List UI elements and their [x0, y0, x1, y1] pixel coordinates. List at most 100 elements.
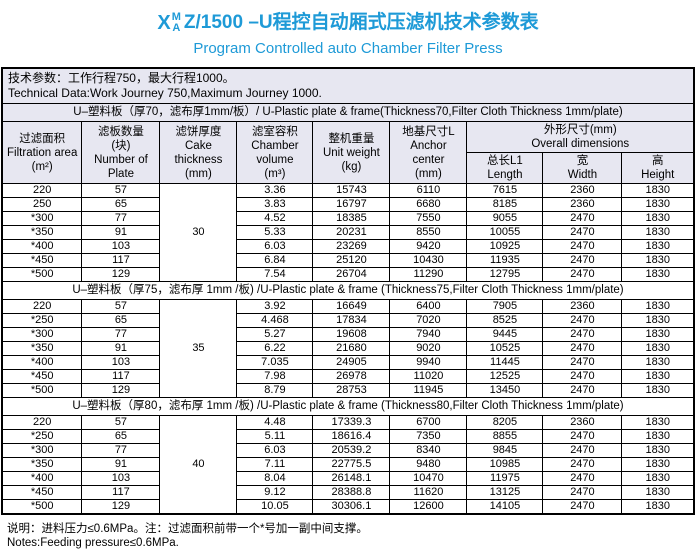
- cake-thickness-cell: 30: [159, 183, 238, 282]
- cell: 8.04: [236, 471, 314, 486]
- cell: 10925: [466, 239, 544, 254]
- table-row: *250 65 5.11 18616.4 7350 8855 2470 1830: [1, 429, 695, 444]
- cell: 7.54: [236, 267, 314, 282]
- col-header-width: 宽 Width: [542, 152, 623, 184]
- cell: 17834: [312, 313, 391, 328]
- cell: 9845: [466, 443, 544, 458]
- col-header-line: 总长L1: [487, 155, 523, 167]
- cell: 4.48: [236, 415, 314, 430]
- cell: 1830: [621, 183, 695, 198]
- table-row: *350 91 6.22 21680 9020 10525 2470 1830: [1, 341, 695, 356]
- section-header: U–塑料板（厚75，滤布厚 1mm /板) /U-Plastic plate &…: [1, 281, 695, 300]
- cell: 2470: [542, 369, 623, 384]
- table-row: *400 103 6.03 23269 9420 10925 2470 1830: [1, 239, 695, 254]
- cell: 20539.2: [312, 443, 391, 458]
- cell: 18616.4: [312, 429, 391, 444]
- cell: 129: [81, 267, 161, 282]
- cell: 91: [81, 225, 161, 240]
- cell: 2470: [542, 239, 623, 254]
- cell: 117: [81, 485, 161, 500]
- cell: 117: [81, 253, 161, 268]
- table-row: *500 129 7.54 26704 11290 12795 2470 1830: [1, 267, 695, 282]
- cell: 11975: [466, 471, 544, 486]
- cell: 24905: [312, 355, 391, 370]
- cell: 7350: [389, 429, 468, 444]
- cell: 14105: [466, 499, 544, 515]
- cell: 10470: [389, 471, 468, 486]
- cell: 57: [81, 415, 161, 430]
- section-header-row: U–塑料板（厚70，滤布厚1mm/板）/ U-Plastic plate & f…: [1, 103, 695, 122]
- cell: *400: [1, 239, 83, 254]
- cake-thickness-cell: 35: [159, 299, 238, 398]
- cell: 11290: [389, 267, 468, 282]
- cell: 4.52: [236, 211, 314, 226]
- cell: 1830: [621, 457, 695, 472]
- cell: 9.12: [236, 485, 314, 500]
- cell: 7.11: [236, 457, 314, 472]
- cell: 13450: [466, 383, 544, 398]
- cell: 9055: [466, 211, 544, 226]
- col-header-line: 外形尺寸(mm): [543, 124, 617, 136]
- col-header-number-of-plate: 滤板数量 (块) Number of Plate: [81, 121, 161, 184]
- table-row: *450 117 6.84 25120 10430 11935 2470 1830: [1, 253, 695, 268]
- cell: 6.03: [236, 239, 314, 254]
- table-row: *500 129 10.05 30306.1 12600 14105 2470 1830: [1, 499, 695, 515]
- cell: 3.83: [236, 197, 314, 212]
- cell: 11620: [389, 485, 468, 500]
- col-header-line: (m²): [31, 160, 53, 173]
- col-header-line: 滤饼厚度: [175, 125, 222, 138]
- cell: 1830: [621, 485, 695, 500]
- cell: 22775.5: [312, 457, 391, 472]
- cell: 1830: [621, 429, 695, 444]
- cell: 7550: [389, 211, 468, 226]
- section-header: U–塑料板（厚70，滤布厚1mm/板）/ U-Plastic plate & f…: [1, 103, 695, 122]
- col-header-line: 地基尺寸L: [402, 125, 455, 138]
- cell: 9420: [389, 239, 468, 254]
- cell: 11020: [389, 369, 468, 384]
- cell: 103: [81, 355, 161, 370]
- cell: 1830: [621, 239, 695, 254]
- cell: 17339.3: [312, 415, 391, 430]
- cell: 1830: [621, 211, 695, 226]
- cell: 16797: [312, 197, 391, 212]
- cell: 19608: [312, 327, 391, 342]
- title-model-x: X: [157, 12, 171, 34]
- cell: *450: [1, 485, 83, 500]
- title-block: X M A Z/1500 –U程控自动厢式压滤机技术参数表 Program Co…: [0, 10, 696, 58]
- cake-thickness-cell: 40: [159, 415, 238, 515]
- col-header-line: (m³): [264, 167, 286, 180]
- cell: 4.468: [236, 313, 314, 328]
- cell: 1830: [621, 197, 695, 212]
- section-header-row: U–塑料板（厚75，滤布厚 1mm /板) /U-Plastic plate &…: [1, 281, 695, 300]
- cell: *300: [1, 211, 83, 226]
- cell: 5.33: [236, 225, 314, 240]
- cell: 10055: [466, 225, 544, 240]
- cell: 220: [1, 299, 83, 314]
- cell: 65: [81, 429, 161, 444]
- cell: 2470: [542, 499, 623, 515]
- cell: 6680: [389, 197, 468, 212]
- column-subheader-row: 总长L1 Length 宽 Width 高 Height: [2, 152, 695, 184]
- cell: 8340: [389, 443, 468, 458]
- section-header: U–塑料板（厚80，滤布厚 1mm /板) /U-Plastic plate &…: [1, 397, 695, 416]
- cell: *250: [1, 313, 83, 328]
- cell: 1830: [621, 383, 695, 398]
- cell: 2470: [542, 225, 623, 240]
- cell: *500: [1, 383, 83, 398]
- cell: 7020: [389, 313, 468, 328]
- cell: 21680: [312, 341, 391, 356]
- title-model-stack: M A: [172, 12, 181, 34]
- cell: 91: [81, 457, 161, 472]
- cell: 2470: [542, 211, 623, 226]
- cell: 1830: [621, 415, 695, 430]
- cell: 2470: [542, 355, 623, 370]
- cell: 6.22: [236, 341, 314, 356]
- cell: 18385: [312, 211, 391, 226]
- col-header-filtration-area: 过滤面积 Filtration area (m²): [1, 121, 83, 184]
- col-header-line: 滤室容积: [251, 125, 298, 138]
- title-model-sub: A: [172, 22, 181, 34]
- cell: 20231: [312, 225, 391, 240]
- col-header-line: Number of: [94, 153, 148, 166]
- col-header-line: 整机重量: [328, 132, 375, 145]
- col-header-line: Anchor: [410, 139, 447, 152]
